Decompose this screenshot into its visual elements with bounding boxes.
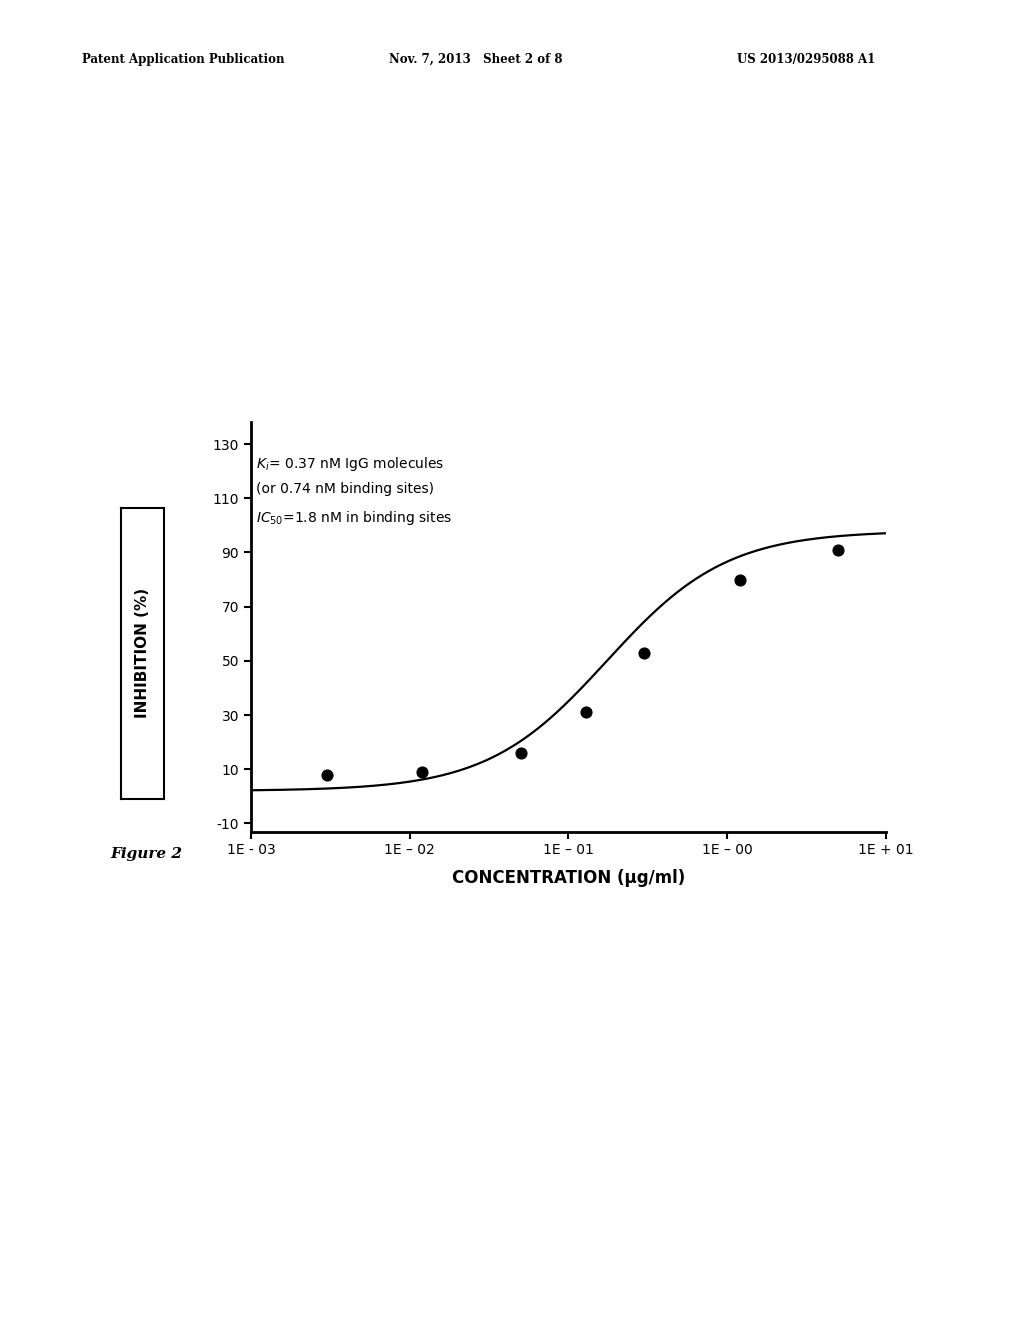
X-axis label: CONCENTRATION (μg/ml): CONCENTRATION (μg/ml) <box>452 869 685 887</box>
Point <box>636 643 652 664</box>
Point <box>731 569 748 590</box>
Point <box>318 764 335 785</box>
Text: $K_i$= 0.37 nM IgG molecules: $K_i$= 0.37 nM IgG molecules <box>256 455 444 473</box>
Point <box>512 742 528 763</box>
Text: US 2013/0295088 A1: US 2013/0295088 A1 <box>737 53 876 66</box>
Text: Patent Application Publication: Patent Application Publication <box>82 53 285 66</box>
Text: INHIBITION (%): INHIBITION (%) <box>135 589 150 718</box>
Point <box>579 702 595 723</box>
Text: $IC_{50}$=1.8 nM in binding sites: $IC_{50}$=1.8 nM in binding sites <box>256 510 453 527</box>
Text: (or 0.74 nM binding sites): (or 0.74 nM binding sites) <box>256 482 434 496</box>
Point <box>414 762 430 783</box>
Point <box>829 539 846 560</box>
Text: Nov. 7, 2013   Sheet 2 of 8: Nov. 7, 2013 Sheet 2 of 8 <box>389 53 562 66</box>
Text: Figure 2: Figure 2 <box>111 847 182 862</box>
